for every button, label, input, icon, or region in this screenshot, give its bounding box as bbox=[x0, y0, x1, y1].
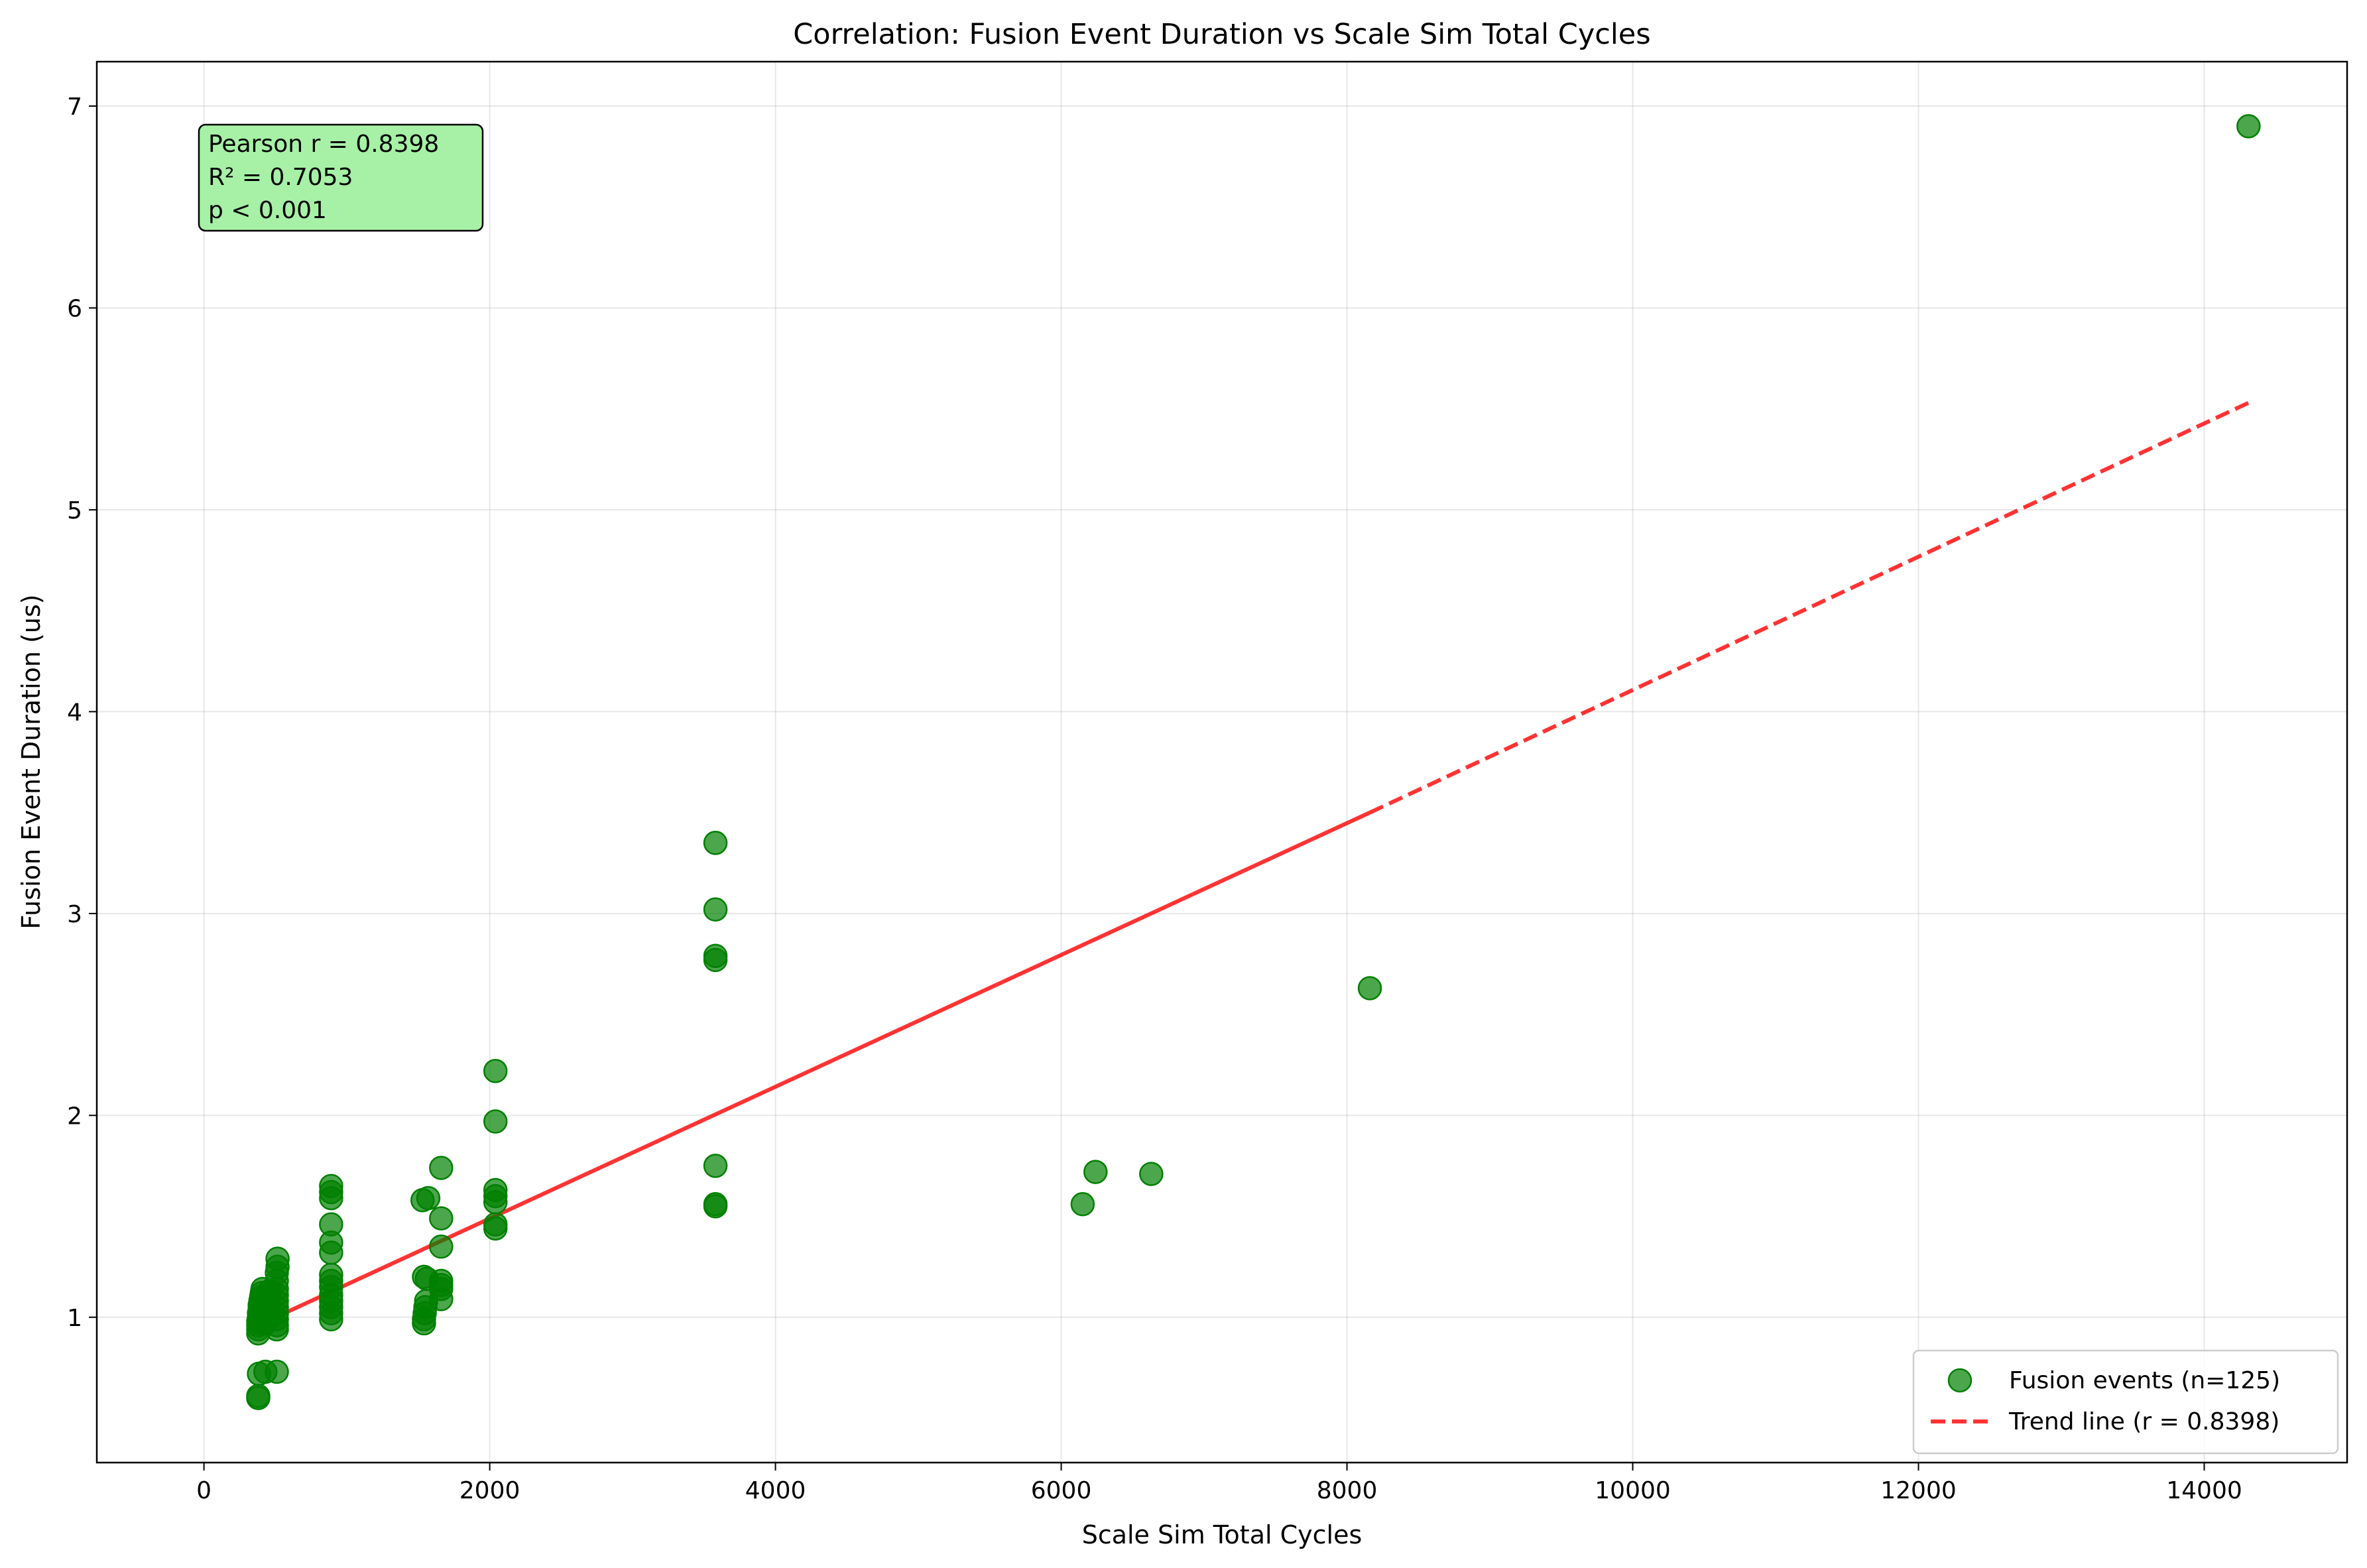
x-tick-label: 0 bbox=[196, 1477, 212, 1504]
y-axis-label: Fusion Event Duration (us) bbox=[17, 594, 46, 929]
data-point bbox=[416, 1185, 441, 1211]
legend-label-trend-line: Trend line (r = 0.8398) bbox=[2008, 1408, 2279, 1435]
stats-r-squared: R² = 0.7053 bbox=[208, 164, 353, 191]
data-point bbox=[483, 1212, 508, 1236]
data-point bbox=[319, 1174, 343, 1199]
data-point bbox=[703, 1192, 728, 1217]
data-point bbox=[483, 1059, 508, 1083]
data-point bbox=[429, 1234, 454, 1259]
chart-title: Correlation: Fusion Event Duration vs Sc… bbox=[793, 18, 1650, 51]
data-point bbox=[703, 897, 728, 922]
y-tick-label: 3 bbox=[67, 901, 82, 928]
data-point bbox=[429, 1206, 454, 1231]
stats-pearson-r: Pearson r = 0.8398 bbox=[208, 131, 439, 158]
trend-line-dashed bbox=[1368, 400, 2250, 815]
x-tick-label: 4000 bbox=[745, 1477, 806, 1504]
x-tick-label: 12000 bbox=[1880, 1477, 1957, 1504]
plot-frame bbox=[95, 60, 2348, 1464]
y-tick-label: 2 bbox=[67, 1103, 82, 1130]
data-point bbox=[1357, 976, 1382, 1000]
data-point bbox=[246, 1384, 271, 1408]
data-point bbox=[703, 831, 728, 855]
y-tick-label: 5 bbox=[67, 497, 82, 524]
plot-area bbox=[97, 62, 2347, 1463]
x-tick-label: 6000 bbox=[1031, 1477, 1092, 1504]
data-point bbox=[703, 1154, 728, 1178]
x-axis-label: Scale Sim Total Cycles bbox=[1082, 1520, 1363, 1549]
data-point bbox=[265, 1246, 290, 1271]
data-point bbox=[1139, 1162, 1164, 1186]
legend-scatter-marker bbox=[1947, 1368, 1972, 1393]
data-point bbox=[429, 1268, 454, 1294]
data-point bbox=[1083, 1160, 1108, 1184]
data-point bbox=[2236, 114, 2261, 139]
stats-box: Pearson r = 0.8398 R² = 0.7053 p < 0.001 bbox=[198, 123, 484, 232]
y-tick-label: 1 bbox=[67, 1305, 82, 1332]
legend-frame bbox=[1912, 1349, 2339, 1455]
legend: Fusion events (n=125) Trend line (r = 0.… bbox=[1912, 1349, 2339, 1455]
data-point bbox=[429, 1156, 454, 1180]
grid bbox=[97, 62, 2347, 1463]
data-point bbox=[483, 1109, 508, 1134]
x-tick-label: 8000 bbox=[1317, 1477, 1378, 1504]
data-point bbox=[1070, 1192, 1095, 1217]
data-point bbox=[703, 943, 728, 969]
data-point bbox=[483, 1177, 508, 1203]
x-tick-label: 14000 bbox=[2166, 1477, 2242, 1504]
data-point bbox=[265, 1359, 289, 1384]
y-tick-label: 4 bbox=[67, 699, 82, 726]
y-tick-label: 6 bbox=[67, 295, 82, 322]
data-point bbox=[319, 1262, 343, 1288]
data-points bbox=[246, 114, 2261, 1410]
axis-ticks: 0 2000 4000 6000 8000 10000 12000 14000 1 2 3 4 5 6 7 bbox=[67, 93, 2242, 1504]
x-tick-label: 2000 bbox=[459, 1477, 520, 1504]
x-tick-label: 10000 bbox=[1595, 1477, 1671, 1504]
stats-p-value: p < 0.001 bbox=[208, 197, 327, 224]
data-point bbox=[319, 1212, 343, 1236]
stats-box-background bbox=[198, 123, 484, 232]
y-tick-label: 7 bbox=[67, 93, 82, 121]
legend-label-fusion-events: Fusion events (n=125) bbox=[2009, 1367, 2280, 1394]
